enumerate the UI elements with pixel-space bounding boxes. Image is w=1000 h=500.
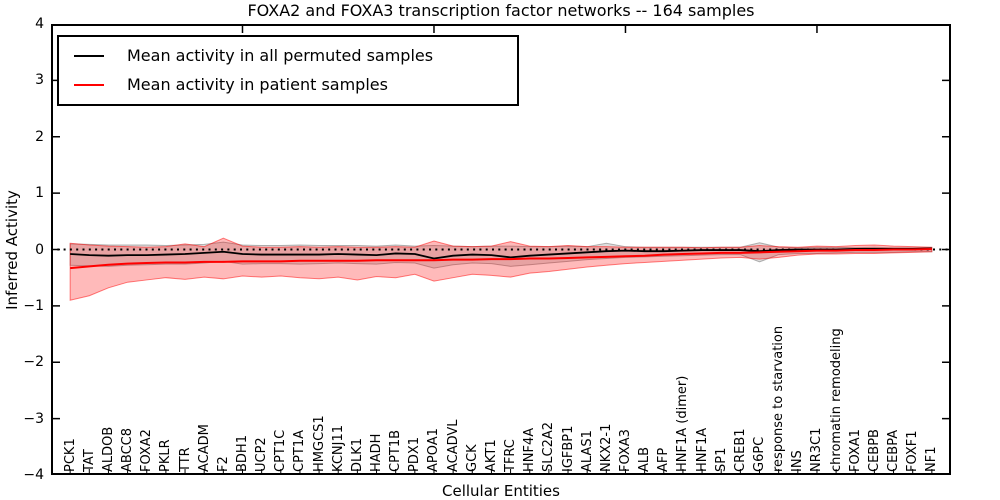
x-tick-label: HMGCS1 (311, 415, 327, 472)
permuted-mean-line (70, 247, 932, 260)
x-tick-label: SLC2A2 (541, 421, 557, 472)
y-tick-label: 2 (35, 128, 44, 145)
x-tick-label: ABCC8 (120, 427, 136, 472)
y-tick-label: −1 (23, 297, 44, 314)
x-tick-label: TFRC (503, 439, 519, 472)
legend-row-patient: Mean activity in patient samples (59, 70, 517, 99)
x-tick-label: CEBPA (886, 429, 902, 472)
legend-label-permuted: Mean activity in all permuted samples (127, 46, 434, 65)
x-tick-label: BDH1 (234, 435, 250, 472)
x-tick-label: DLK1 (349, 437, 365, 472)
x-tick-label: GCK (464, 444, 480, 472)
x-tick-label: chromatin remodeling (828, 328, 844, 472)
y-tick-label: 3 (35, 72, 44, 89)
x-tick-label: CPT1C (273, 429, 289, 472)
y-tick-label: −4 (23, 467, 44, 483)
legend-label-patient: Mean activity in patient samples (127, 75, 388, 94)
x-tick-label: CREB1 (732, 428, 748, 472)
y-axis-label: Inferred Activity (3, 190, 21, 310)
x-tick-label: IGFBP1 (560, 425, 576, 472)
y-tick-label: −3 (23, 410, 44, 427)
x-tick-label: PKLR (158, 439, 174, 472)
y-tick-label: 1 (35, 185, 44, 202)
x-tick-label: ACADM (196, 424, 212, 472)
x-tick-label: CEBPB (866, 429, 882, 472)
x-tick-label: AKT1 (483, 439, 499, 472)
x-tick-label: TTR (177, 447, 193, 472)
x-tick-label: TAT (81, 449, 97, 472)
y-tick-label: 0 (35, 241, 44, 258)
patient-mean-line (70, 247, 932, 270)
chart-title: FOXA2 and FOXA3 transcription factor net… (247, 1, 755, 20)
x-tick-label: FOXA3 (617, 429, 633, 472)
x-tick-label: APOA1 (426, 428, 442, 472)
x-tick-label: HNF1A (694, 427, 710, 472)
x-tick-label: F2 (215, 456, 231, 472)
legend-row-permuted: Mean activity in all permuted samples (59, 41, 517, 70)
patient-line-swatch (74, 83, 104, 86)
x-tick-label: ACADVL (445, 419, 461, 472)
x-tick-label: CPT1A (292, 429, 308, 472)
x-tick-label: AFP (656, 447, 672, 472)
x-tick-label: HADH (369, 433, 385, 472)
legend: Mean activity in all permuted samples Me… (57, 35, 519, 106)
x-tick-label: NKX2-1 (598, 423, 614, 472)
x-tick-label: SP1 (713, 447, 729, 472)
y-tick-label: −2 (23, 354, 44, 371)
x-tick-label: ALDOB (100, 426, 116, 472)
x-tick-label: response to starvation (771, 325, 787, 472)
axes-frame (51, 24, 951, 475)
x-axis-label: Cellular Entities (442, 482, 560, 500)
x-tick-label: NR3C1 (809, 427, 825, 472)
x-tick-label: HNF1A (dimer) (675, 375, 691, 472)
x-tick-label: PDX1 (407, 436, 423, 472)
x-tick-label: HNF4A (522, 427, 538, 472)
x-tick-label: FOXF1 (905, 430, 921, 472)
permuted-line-swatch (74, 54, 104, 57)
x-tick-label: FOXA1 (847, 429, 863, 472)
x-tick-label: NF1 (924, 446, 940, 472)
patient-confidence-band (69, 237, 933, 301)
x-tick-label: PCK1 (62, 438, 78, 472)
x-tick-label: G6PC (752, 436, 767, 472)
y-tick-label: 4 (35, 16, 44, 32)
x-tick-label: ALAS1 (579, 430, 595, 472)
x-tick-label: UCP2 (254, 437, 270, 472)
x-tick-label: FOXA2 (139, 429, 155, 472)
x-tick-label: CPT1B (388, 429, 404, 472)
plot-area (51, 24, 951, 475)
x-tick-label: INS (790, 450, 806, 472)
x-tick-label: KCNJ11 (330, 425, 346, 472)
x-tick-label: ALB (637, 446, 653, 472)
